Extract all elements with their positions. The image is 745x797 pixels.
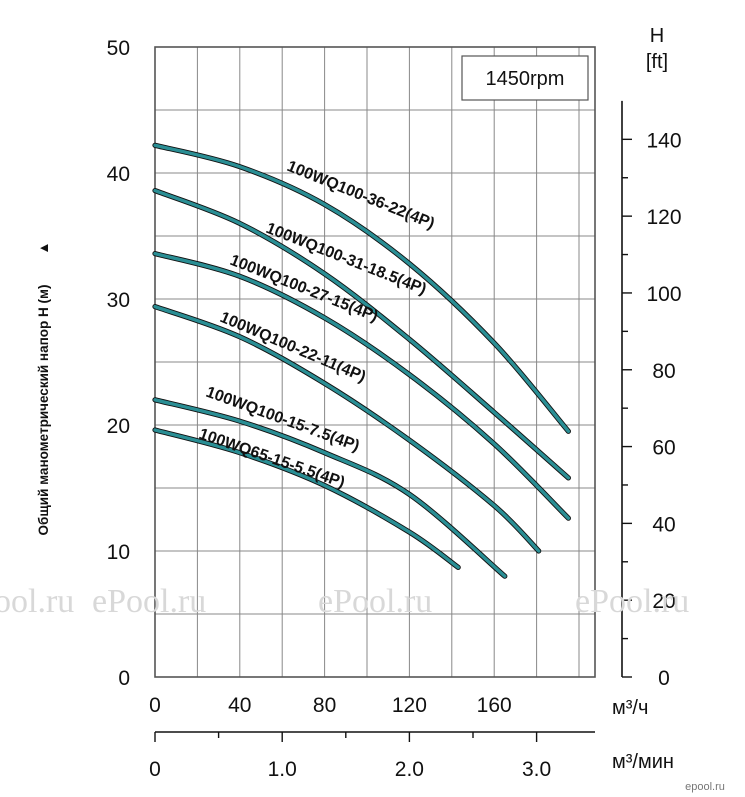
right-y-axis: 0 20 40 60 80 100 120 140 bbox=[621, 100, 682, 690]
right-tick-label: 140 bbox=[646, 129, 681, 152]
right-tick-label: 40 bbox=[652, 513, 675, 536]
curve-100wq100-31-18-5 bbox=[153, 188, 571, 480]
x-axis-m3h: 0 40 80 120 160 bbox=[149, 694, 512, 717]
x-unit-bottom: м³/мин bbox=[612, 751, 674, 773]
x-axis-m3min: 0 1.0 2.0 3.0 bbox=[149, 731, 595, 781]
right-tick-label: 80 bbox=[652, 360, 675, 383]
left-tick-label: 30 bbox=[107, 289, 130, 312]
x-bottom-tick-label: 0 bbox=[149, 758, 161, 781]
right-tick-label: 0 bbox=[658, 667, 670, 690]
x-bottom-tick-label: 2.0 bbox=[395, 758, 424, 781]
right-tick-label: 100 bbox=[646, 283, 681, 306]
watermark-3: ePool.ru bbox=[318, 583, 432, 620]
performance-curves bbox=[152, 142, 571, 579]
left-tick-label: 40 bbox=[107, 163, 130, 186]
x-top-tick-label: 80 bbox=[313, 694, 336, 717]
right-tick-label: 60 bbox=[652, 437, 675, 460]
plot-border bbox=[154, 46, 596, 678]
y-axis-arrow: ▲ bbox=[36, 241, 51, 254]
curve-100wq100-15-7-5 bbox=[153, 398, 507, 578]
watermark-2: ePool.ru bbox=[92, 583, 206, 620]
watermark-4: ePool.ru bbox=[575, 583, 689, 620]
left-y-ticks: 0 10 20 30 40 50 bbox=[107, 37, 130, 690]
x-top-tick-label: 120 bbox=[392, 694, 427, 717]
left-tick-label: 0 bbox=[118, 667, 130, 690]
curve-100wq100-36-22 bbox=[153, 143, 571, 433]
watermark-1: ePool.ru bbox=[0, 583, 74, 620]
x-unit-top: м³/ч bbox=[612, 697, 648, 719]
x-top-tick-label: 40 bbox=[228, 694, 251, 717]
speed-box bbox=[461, 55, 589, 101]
curve-100wq65-15-5-5 bbox=[153, 428, 460, 570]
grid bbox=[155, 47, 595, 677]
right-tick-label: 20 bbox=[652, 590, 675, 613]
curve-labels: 100WQ100-36-22(4P)100WQ100-31-18.5(4P)10… bbox=[197, 158, 437, 492]
left-tick-label: 50 bbox=[107, 37, 130, 60]
right-axis-title: H bbox=[650, 25, 664, 47]
speed-label: 1450rpm bbox=[486, 68, 565, 90]
left-tick-label: 20 bbox=[107, 415, 130, 438]
x-top-tick-label: 160 bbox=[477, 694, 512, 717]
right-axis-unit: [ft] bbox=[646, 51, 668, 73]
y-axis-label: Общий манометрический напор H (м) bbox=[36, 285, 51, 536]
curve-100wq100-27-15 bbox=[153, 251, 571, 520]
left-tick-label: 10 bbox=[107, 541, 130, 564]
x-bottom-tick-label: 1.0 bbox=[268, 758, 297, 781]
x-bottom-tick-label: 3.0 bbox=[522, 758, 551, 781]
curve-100wq100-22-11 bbox=[153, 304, 541, 553]
logo-epool: epool.ru bbox=[685, 781, 725, 793]
right-tick-label: 120 bbox=[646, 206, 681, 229]
x-top-tick-label: 0 bbox=[149, 694, 161, 717]
